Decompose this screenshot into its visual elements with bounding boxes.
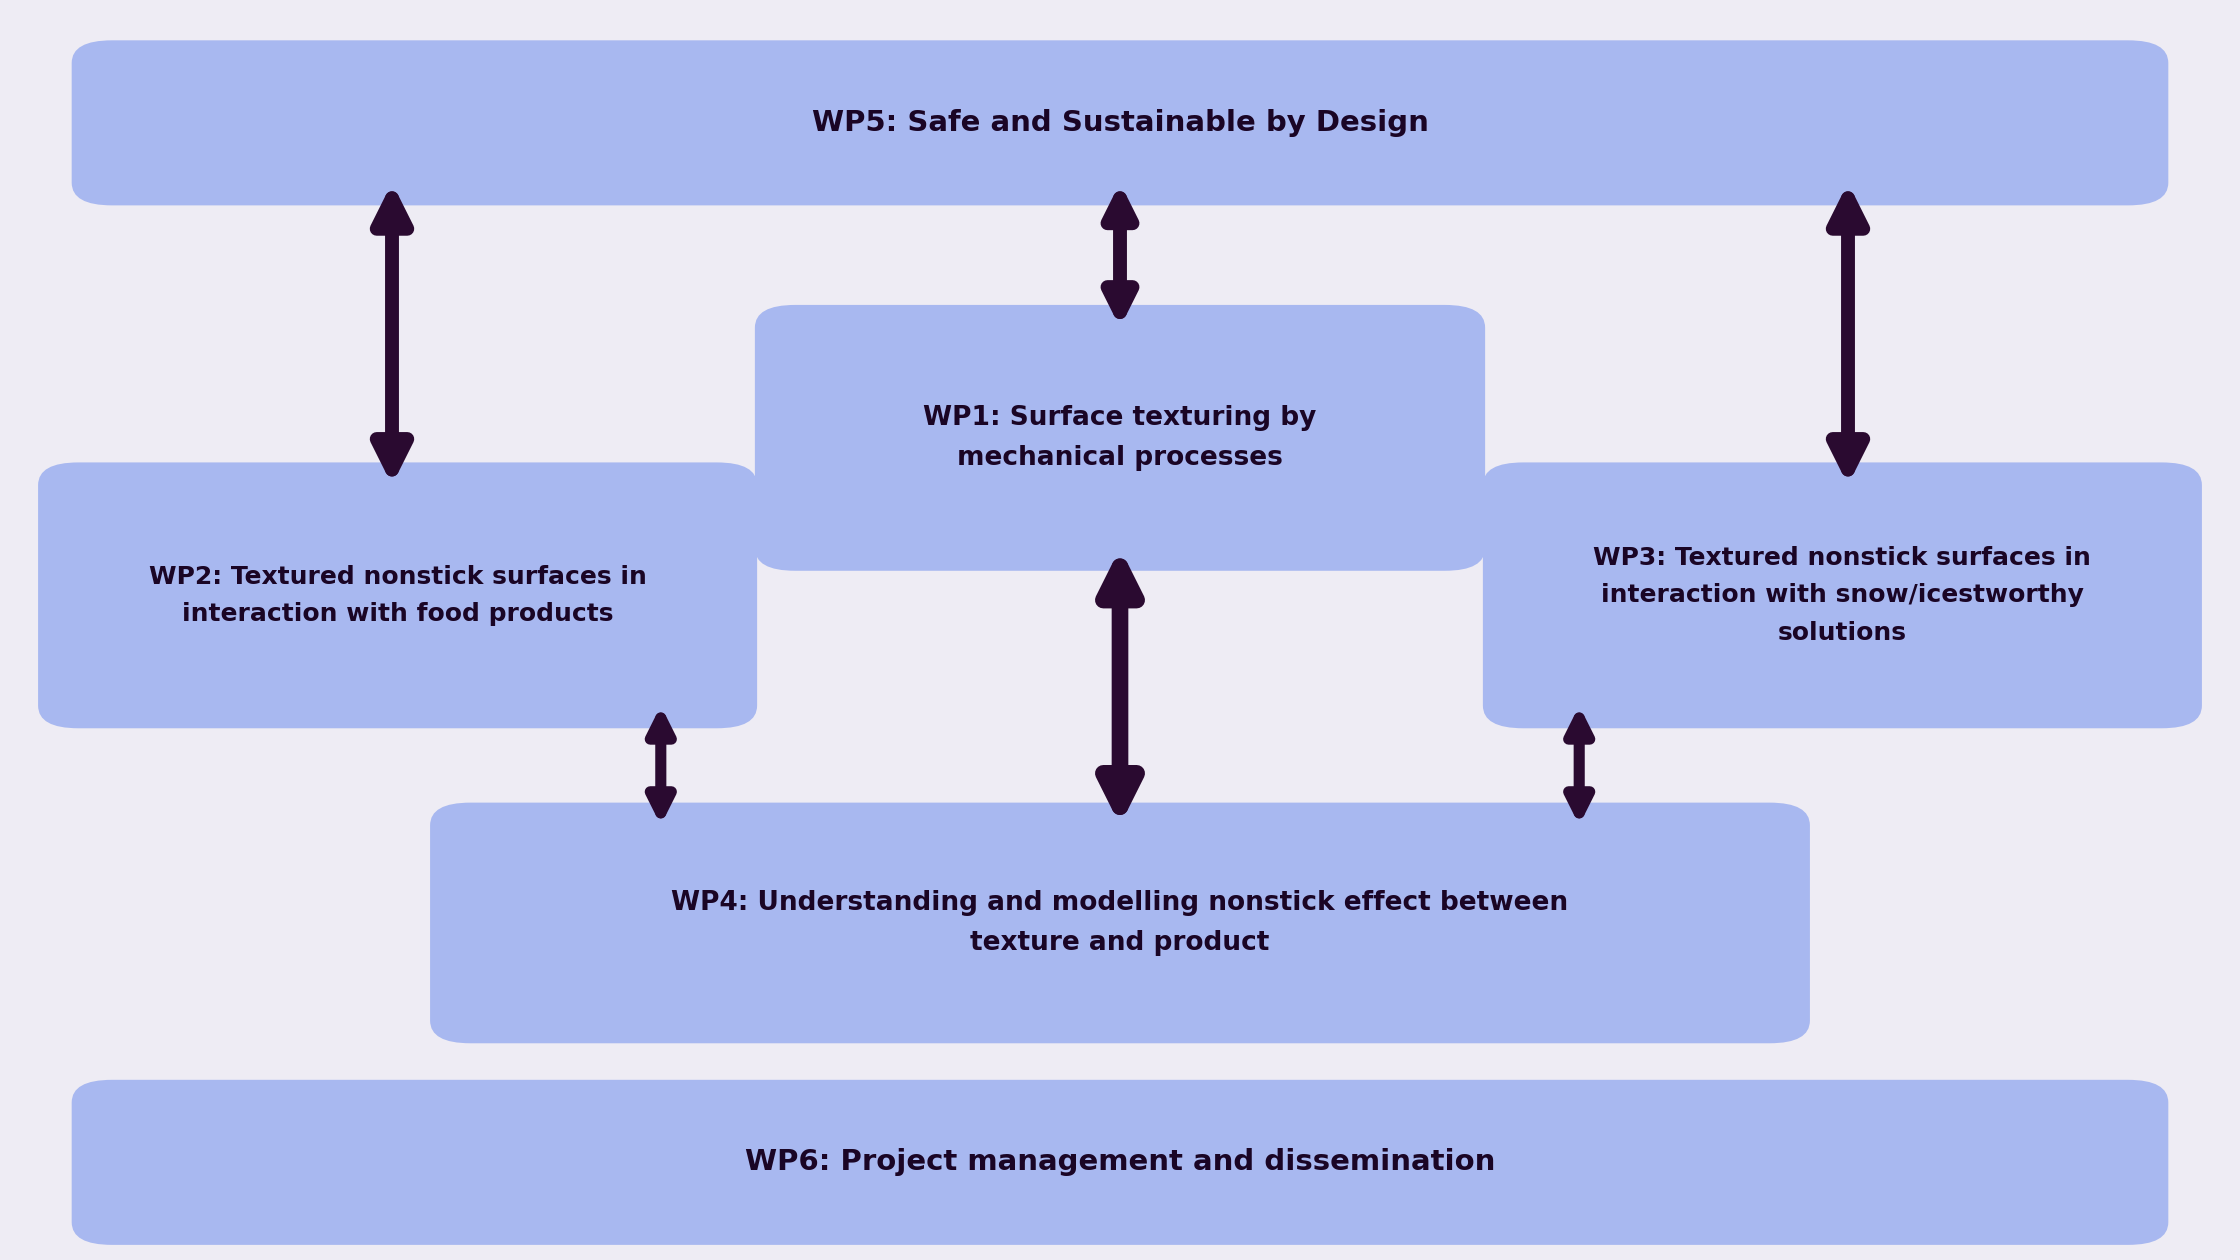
FancyBboxPatch shape — [72, 40, 2168, 205]
FancyBboxPatch shape — [1483, 462, 2202, 728]
Text: WP6: Project management and dissemination: WP6: Project management and disseminatio… — [746, 1148, 1494, 1177]
Text: WP2: Textured nonstick surfaces in
interaction with food products: WP2: Textured nonstick surfaces in inter… — [148, 564, 647, 626]
FancyBboxPatch shape — [430, 803, 1810, 1043]
Text: WP3: Textured nonstick surfaces in
interaction with snow/icestworthy
solutions: WP3: Textured nonstick surfaces in inter… — [1593, 546, 2092, 645]
Text: WP5: Safe and Sustainable by Design: WP5: Safe and Sustainable by Design — [811, 108, 1429, 137]
FancyBboxPatch shape — [755, 305, 1485, 571]
FancyBboxPatch shape — [72, 1080, 2168, 1245]
Text: WP4: Understanding and modelling nonstick effect between
texture and product: WP4: Understanding and modelling nonstic… — [672, 890, 1568, 956]
Text: WP1: Surface texturing by
mechanical processes: WP1: Surface texturing by mechanical pro… — [923, 404, 1317, 471]
FancyBboxPatch shape — [38, 462, 757, 728]
